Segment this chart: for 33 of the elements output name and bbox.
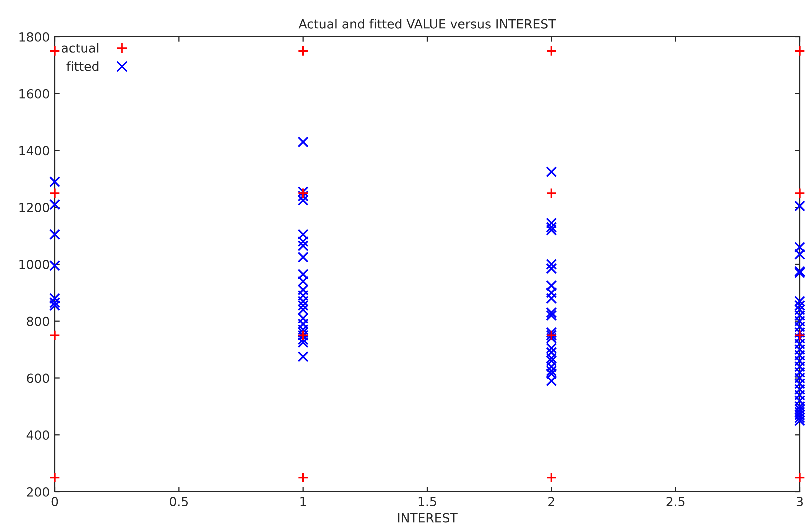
x-tick-label: 0 — [52, 497, 58, 507]
x-tick-label: 2.5 — [666, 497, 685, 507]
chart-title: Actual and fitted VALUE versus INTEREST — [298, 19, 556, 29]
point — [546, 188, 558, 199]
x-tick-label: 2 — [548, 497, 554, 506]
y-tick-label: 1000 — [20, 260, 50, 270]
point — [298, 472, 309, 484]
point — [794, 472, 806, 484]
point — [298, 46, 309, 57]
y-tick-label: 800 — [27, 316, 50, 326]
legend-label: fitted — [66, 62, 99, 72]
y-tick-label: 1400 — [20, 146, 50, 156]
y-tick-label: 1200 — [20, 203, 50, 213]
y-tick-label: 1600 — [20, 89, 50, 99]
point — [794, 330, 806, 342]
y-tick-label: 1800 — [20, 32, 50, 42]
point — [546, 472, 558, 484]
x-tick-label: 1 — [300, 497, 306, 506]
y-tick-label: 600 — [27, 374, 50, 384]
y-tick-label: 400 — [26, 430, 50, 440]
point — [50, 330, 60, 342]
point — [50, 188, 60, 199]
point — [546, 46, 558, 57]
x-axis-title: INTEREST — [398, 513, 458, 523]
point — [50, 472, 60, 484]
point — [50, 46, 60, 57]
x-tick-label: 1.5 — [418, 497, 436, 507]
legend-label: actual — [62, 43, 99, 53]
x-tick-label: 3 — [796, 497, 803, 507]
x-tick-label: 0.5 — [170, 497, 188, 507]
y-tick-label: 200 — [27, 487, 50, 497]
point — [794, 46, 806, 57]
point — [794, 188, 806, 199]
